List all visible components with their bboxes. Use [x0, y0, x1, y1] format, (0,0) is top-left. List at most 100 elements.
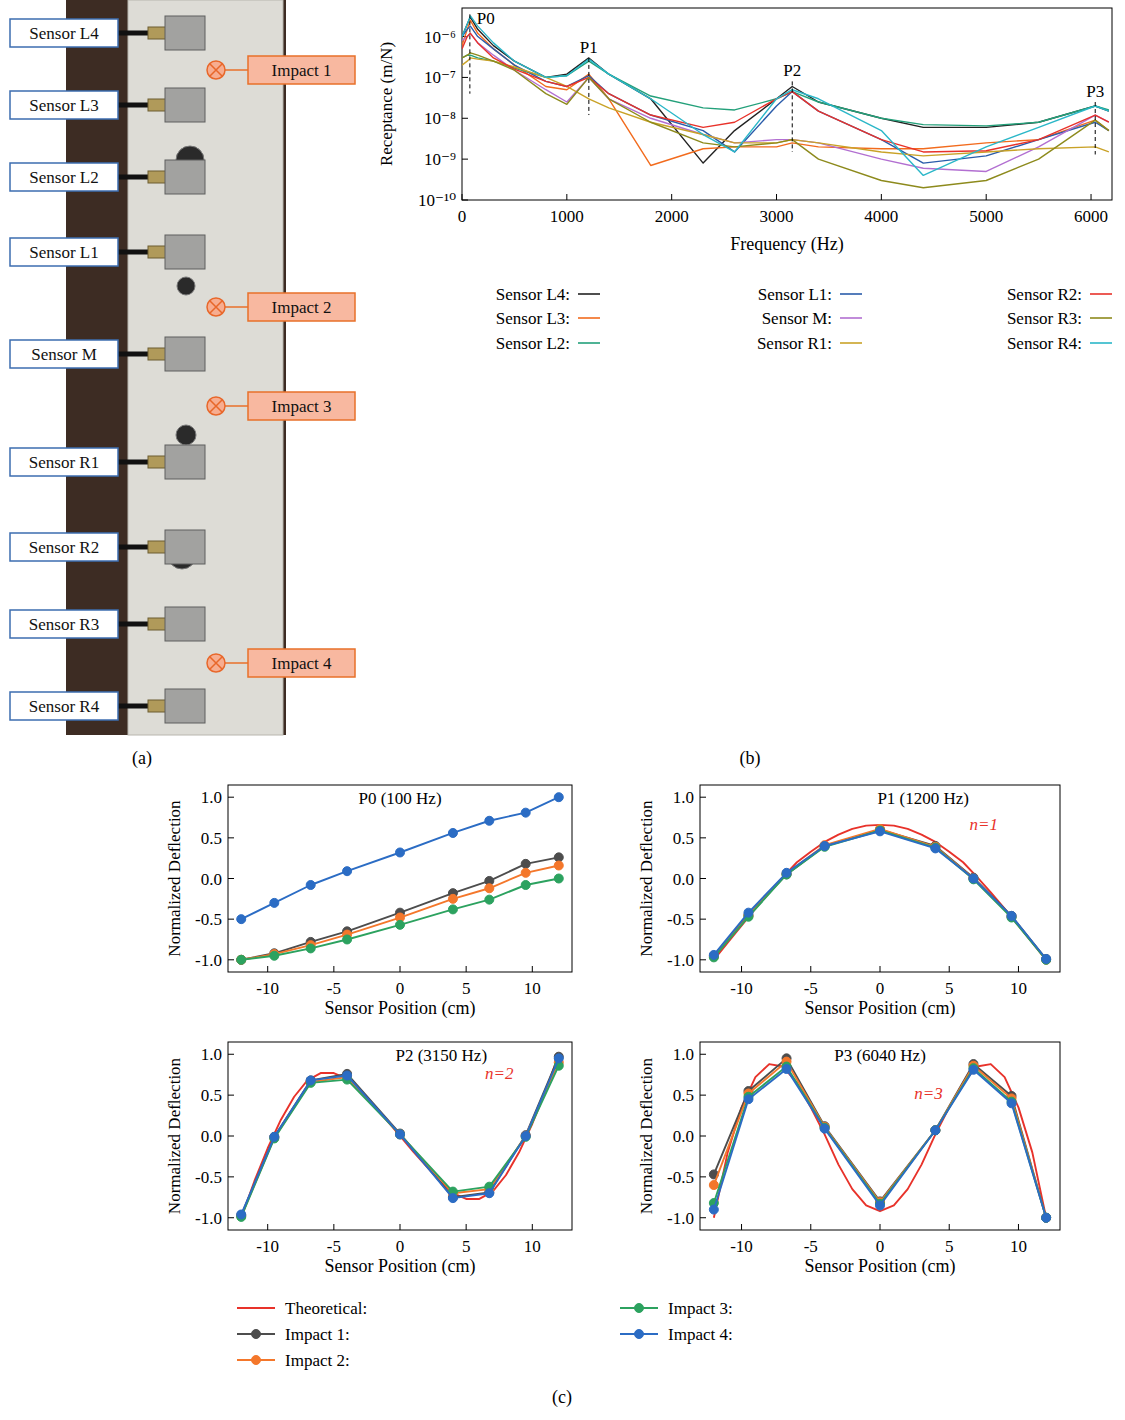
y-tick: [228, 1054, 234, 1055]
impact-cross: [210, 400, 222, 412]
series-marker: [969, 874, 978, 883]
x-tick-label: -10: [256, 1237, 279, 1256]
series-group: [237, 1052, 564, 1221]
series-group: [709, 1054, 1050, 1222]
y-tick-label: 0.0: [201, 1127, 222, 1146]
x-tick-label: 4000: [864, 207, 898, 226]
series-marker: [820, 841, 829, 850]
y-tick: [228, 797, 234, 798]
y-tick: [700, 1095, 706, 1096]
series-line: [241, 1058, 559, 1214]
series-marker: [931, 844, 940, 853]
y-tick-label: 10⁻⁷: [424, 68, 456, 87]
series-marker: [270, 1133, 279, 1142]
y-tick: [462, 159, 468, 160]
sensor-label: Sensor R1: [29, 453, 99, 472]
y-tick-label: 10⁻⁹: [424, 150, 456, 169]
series-marker: [744, 1095, 753, 1104]
y-tick-label: -1.0: [667, 1209, 694, 1228]
x-tick-label: 0: [876, 1237, 885, 1256]
x-tick-label: -5: [804, 1237, 818, 1256]
series-marker: [554, 1054, 563, 1063]
x-tick-label: -5: [804, 979, 818, 998]
x-tick-label: 0: [458, 207, 467, 226]
series-line: [241, 879, 559, 960]
plot-frame: [228, 1042, 572, 1230]
sensor: [165, 16, 205, 50]
series-marker: [782, 868, 791, 877]
x-tick: [267, 1224, 268, 1230]
hole: [177, 277, 195, 295]
series-marker: [396, 920, 405, 929]
sensor: [165, 88, 205, 122]
x-tick-label: 10: [1010, 1237, 1027, 1256]
series-marker: [876, 827, 885, 836]
x-tick: [400, 966, 401, 972]
series-marker: [931, 1126, 940, 1135]
y-tick-label: -0.5: [667, 1168, 694, 1187]
series-marker: [709, 1205, 718, 1214]
legend-label: Sensor L2:: [496, 334, 570, 353]
series-marker: [969, 873, 978, 882]
series-line: [714, 1067, 1046, 1218]
series-line: [241, 1054, 559, 1217]
y-tick: [228, 959, 234, 960]
series-line: [714, 825, 1046, 960]
series-marker: [554, 874, 563, 883]
peak-label: P2: [783, 61, 801, 80]
connector: [148, 618, 166, 630]
y-tick-label: 1.0: [673, 1045, 694, 1064]
series-marker: [1042, 954, 1051, 963]
series-marker: [744, 908, 753, 917]
impact-label: Impact 1: [272, 61, 332, 80]
series-marker: [1042, 954, 1051, 963]
series-marker: [448, 1194, 457, 1203]
x-tick-label: -5: [327, 1237, 341, 1256]
series-marker: [306, 881, 315, 890]
plot-frame: [700, 1042, 1060, 1230]
x-axis-title: Frequency (Hz): [730, 234, 843, 255]
connector: [148, 27, 166, 39]
x-axis-title: Sensor Position (cm): [325, 998, 476, 1019]
figure: Sensor L4Sensor L3Sensor L2Sensor L1Sens…: [0, 0, 1125, 1420]
plot-frame: [228, 785, 572, 972]
peak-line: [469, 14, 470, 93]
x-tick: [400, 1224, 401, 1230]
legend-swatch: [578, 317, 600, 319]
y-tick-label: 1.0: [673, 788, 694, 807]
series-line: [714, 829, 1046, 960]
x-tick: [1091, 194, 1092, 200]
x-tick: [986, 194, 987, 200]
series-marker: [1007, 1099, 1016, 1108]
connector: [148, 700, 166, 712]
x-tick: [810, 1224, 811, 1230]
leader: [225, 405, 248, 407]
x-tick-label: 0: [396, 1237, 405, 1256]
legend-label: Sensor R3:: [1007, 309, 1082, 328]
y-tick: [700, 919, 706, 920]
chart: -10-50510-1.0-0.50.00.51.0Sensor Positio…: [165, 785, 572, 1019]
x-tick-label: -5: [327, 979, 341, 998]
y-tick: [462, 77, 468, 78]
sensor: [165, 607, 205, 641]
x-axis-title: Sensor Position (cm): [325, 1256, 476, 1277]
y-tick: [700, 837, 706, 838]
impact-marker: [207, 654, 225, 672]
plot-title: P3 (6040 Hz): [834, 1046, 926, 1065]
series-marker: [270, 951, 279, 960]
annotation: n=2: [485, 1064, 514, 1083]
legend-label: Sensor R2:: [1007, 285, 1082, 304]
series-marker: [485, 895, 494, 904]
plot-title: P0 (100 Hz): [358, 789, 441, 808]
y-tick-label: 10⁻¹⁰: [418, 191, 456, 210]
x-tick: [333, 966, 334, 972]
y-tick-label: 0.0: [673, 1127, 694, 1146]
y-tick-label: 1.0: [201, 788, 222, 807]
sensor-label: Sensor L2: [29, 168, 98, 187]
panel-label: (c): [552, 1387, 572, 1408]
legend-label: Sensor L4:: [496, 285, 570, 304]
sensor-label-box: [10, 692, 118, 720]
series-line: [714, 830, 1046, 959]
y-tick: [700, 959, 706, 960]
series-marker: [306, 944, 315, 953]
